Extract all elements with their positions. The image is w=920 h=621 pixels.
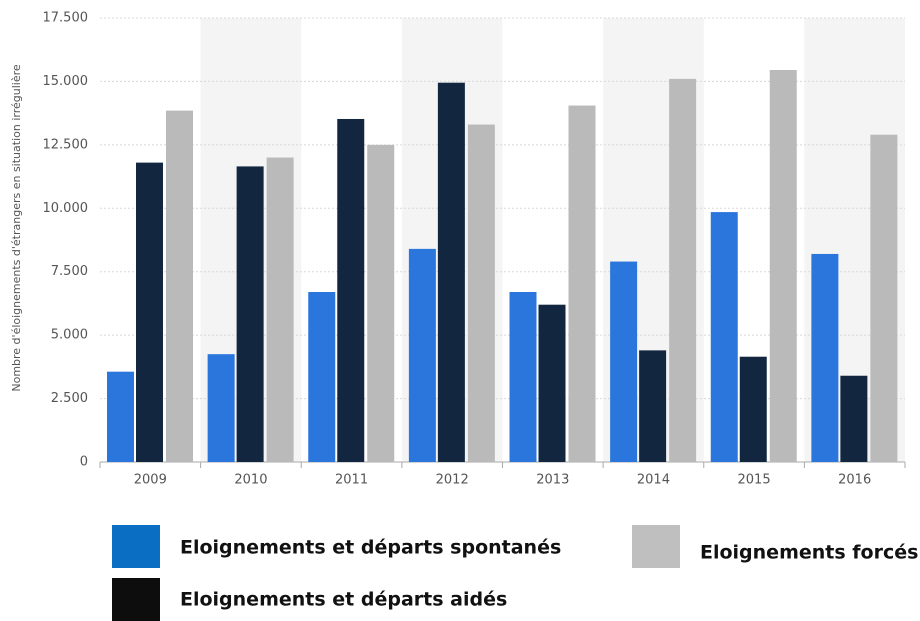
legend-label: Eloignements et départs spontanés bbox=[180, 537, 561, 559]
y-tick-label: 5.000 bbox=[51, 328, 88, 343]
x-tick-label: 2010 bbox=[234, 473, 267, 488]
bar bbox=[538, 304, 566, 462]
y-tick-label: 17.500 bbox=[43, 11, 89, 26]
bar bbox=[207, 354, 235, 462]
y-tick-label: 7.500 bbox=[51, 264, 88, 279]
bar bbox=[739, 356, 767, 462]
x-tick-label: 2014 bbox=[637, 473, 670, 488]
y-tick-label: 15.000 bbox=[43, 74, 89, 89]
bar bbox=[236, 166, 264, 462]
bar bbox=[107, 371, 134, 462]
bar bbox=[870, 134, 898, 463]
bar bbox=[308, 292, 336, 462]
bar bbox=[337, 118, 365, 463]
bar bbox=[136, 162, 163, 463]
x-tick-label: 2009 bbox=[134, 473, 167, 488]
bar bbox=[408, 248, 436, 462]
x-tick-label: 2015 bbox=[738, 473, 771, 488]
x-tick-label: 2013 bbox=[536, 473, 569, 488]
bar bbox=[266, 157, 294, 463]
bar bbox=[669, 78, 697, 463]
y-tick-label: 2.500 bbox=[51, 391, 88, 406]
x-tick-label: 2012 bbox=[436, 473, 469, 488]
y-tick-label: 12.500 bbox=[43, 137, 89, 152]
legend-swatch bbox=[112, 525, 160, 568]
bar bbox=[568, 105, 596, 462]
bar bbox=[769, 70, 797, 463]
y-tick-label: 0 bbox=[80, 455, 88, 470]
y-axis-label: Nombre d'éloignements d'étrangers en sit… bbox=[10, 64, 23, 392]
legend-swatch bbox=[632, 525, 680, 568]
bar bbox=[639, 350, 667, 462]
bar bbox=[166, 110, 193, 462]
bar bbox=[811, 253, 839, 462]
bar bbox=[367, 144, 395, 462]
bar bbox=[467, 124, 495, 462]
legend-label: Eloignements forcés bbox=[700, 542, 918, 564]
bar bbox=[710, 212, 738, 462]
legend-label: Eloignements et départs aidés bbox=[180, 589, 507, 611]
bar bbox=[437, 82, 465, 462]
bar bbox=[840, 375, 868, 462]
bar bbox=[509, 292, 537, 462]
y-tick-label: 10.000 bbox=[43, 201, 89, 216]
bar bbox=[610, 261, 638, 462]
x-tick-label: 2016 bbox=[838, 473, 871, 488]
legend-swatch bbox=[112, 578, 160, 621]
x-tick-label: 2011 bbox=[335, 473, 368, 488]
